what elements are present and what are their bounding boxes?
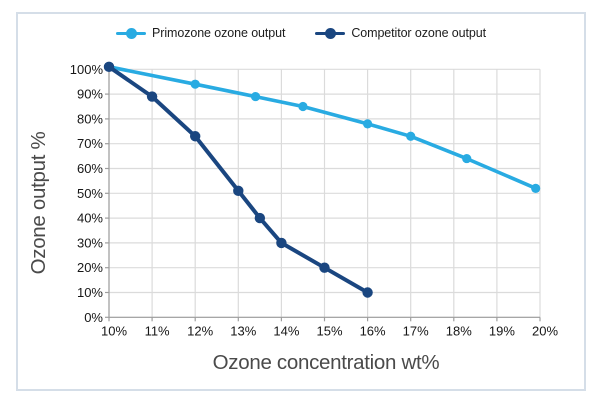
data-point-competitor [233,185,244,197]
x-tick-label: 16% [360,323,386,338]
data-point-competitor [190,131,201,142]
chart-legend: Primozone ozone output Competitor ozone … [18,26,584,40]
y-tick-label: 60% [77,161,103,176]
data-point-primozone [298,101,308,112]
data-point-competitor [362,287,373,298]
data-point-competitor [276,237,287,249]
competitor-series-marker-icon [315,27,346,39]
legend-item-primozone: Primozone ozone output [116,26,285,40]
y-tick-label: 50% [77,186,103,201]
data-point-primozone [462,153,472,164]
data-point-competitor [254,212,266,224]
data-point-primozone [531,183,541,193]
data-point-competitor [103,61,115,73]
x-tick-label: 13% [230,323,256,338]
primozone-series-marker-icon [116,27,147,39]
x-axis-title: Ozone concentration wt% [213,351,440,374]
data-point-competitor [319,262,330,273]
data-point-primozone [363,119,373,129]
data-point-primozone [190,79,200,89]
y-tick-label: 0% [84,310,103,325]
x-tick-label: 20% [532,323,558,338]
y-tick-label: 20% [77,260,103,275]
legend-label-primozone: Primozone ozone output [152,26,286,40]
x-tick-label: 14% [273,323,299,338]
legend-item-competitor: Competitor ozone output [315,26,486,40]
x-tick-label: 17% [403,323,429,338]
x-tick-label: 10% [101,323,127,338]
y-tick-label: 90% [77,87,103,102]
y-tick-label: 40% [77,211,103,226]
x-tick-label: 18% [446,323,472,338]
x-tick-label: 12% [187,323,213,338]
x-tick-label: 19% [489,323,515,338]
series-line-primozone [107,65,538,191]
chart-card: Primozone ozone output Competitor ozone … [16,12,586,391]
x-tick-label: 15% [316,323,342,338]
y-axis-title: Ozone output % [27,132,50,275]
x-tick-label: 11% [145,323,170,338]
y-tick-label: 100% [70,62,104,77]
y-tick-label: 10% [77,285,103,300]
data-point-primozone [250,91,261,102]
legend-label-competitor: Competitor ozone output [351,26,486,40]
data-point-competitor [146,91,158,102]
data-point-primozone [406,131,416,141]
y-tick-label: 80% [77,111,103,126]
y-tick-label: 70% [77,136,103,151]
series-line-competitor [107,64,370,295]
y-tick-label: 30% [77,235,103,250]
